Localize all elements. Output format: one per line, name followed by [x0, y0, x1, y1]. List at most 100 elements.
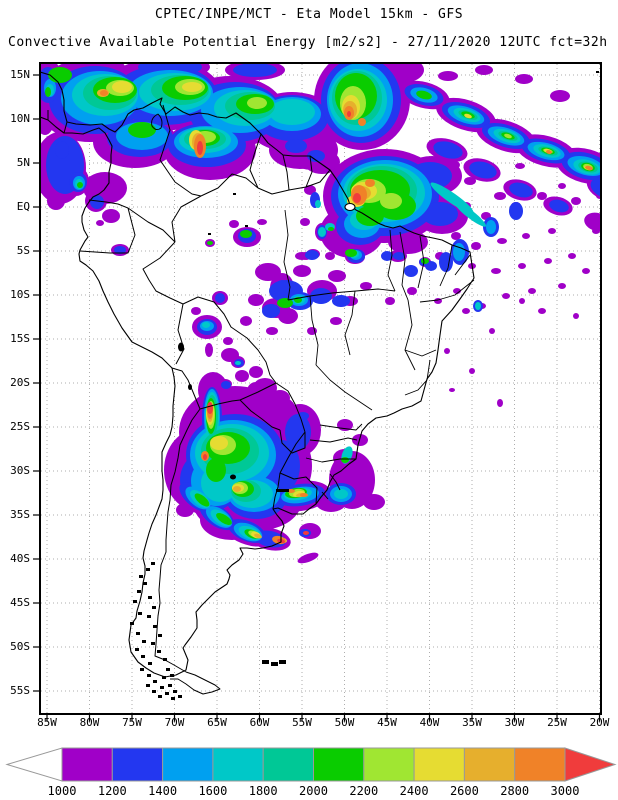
fjord-lake-speckle: [138, 612, 142, 615]
lon-label: 60W: [249, 716, 270, 729]
colorbar-label: 2200: [349, 784, 378, 798]
country-border: [275, 382, 306, 433]
falkland-islands: [279, 660, 286, 664]
colorbar-label: 2600: [450, 784, 479, 798]
fjord-lake-speckle: [153, 680, 157, 683]
country-border: [171, 367, 201, 410]
state-border: [321, 491, 329, 500]
fjord-lake-speckle: [152, 690, 156, 693]
lake-titicaca: [178, 342, 184, 352]
state-border: [309, 437, 358, 443]
fjord-lake-speckle: [153, 625, 157, 628]
fjord-lake-speckle: [165, 692, 169, 695]
country-border: [79, 207, 136, 254]
fjord-lake-speckle: [162, 676, 166, 679]
state-border: [329, 473, 341, 491]
country-border: [279, 431, 306, 474]
country-border: [159, 104, 202, 197]
fjord-lake-speckle: [137, 590, 141, 593]
state-border: [387, 229, 396, 292]
fjord-lake-speckle: [142, 640, 146, 643]
state-border: [404, 379, 428, 396]
lon-label: 45W: [377, 716, 397, 729]
small-island: [245, 225, 248, 227]
fjord-lake-speckle: [135, 648, 139, 651]
map-canvas: [33, 62, 602, 721]
state-border: [305, 457, 356, 463]
fjord-lake-speckle: [143, 582, 147, 585]
country-border: [249, 133, 262, 189]
fjord-lake-speckle: [146, 684, 150, 687]
colorbar-below-arrow: [5, 747, 63, 782]
coastline: [41, 71, 475, 678]
fjord-lake-speckle: [158, 634, 162, 637]
state-border: [417, 235, 425, 289]
fjord-lake-speckle: [158, 695, 162, 698]
coastline-and-borders: [41, 71, 475, 695]
lon-label: 30W: [504, 716, 525, 729]
coastal-lagoon: [276, 489, 289, 492]
colorbar: 1000 1200 1400 1600 1800 2000 2200 2400 2600 2800…: [5, 747, 617, 798]
lat-label: 10S: [10, 288, 30, 301]
colorbar-cell: [313, 747, 365, 782]
colorbar-above-arrow: [564, 747, 617, 782]
falkland-islands: [271, 662, 278, 666]
lat-label: 10N: [10, 112, 30, 125]
country-border: [305, 155, 313, 188]
country-border: [239, 382, 277, 401]
colorbar-label: 2000: [299, 784, 328, 798]
country-border: [63, 121, 68, 134]
fjord-lake-speckle: [178, 695, 182, 698]
fjord-lake-speckle: [163, 658, 167, 661]
country-border: [175, 303, 185, 365]
fjord-lake-speckle: [141, 655, 145, 658]
lat-label: 55S: [10, 684, 30, 697]
colorbar-cell: [463, 747, 516, 782]
fjord-lake-speckle: [146, 568, 150, 571]
lat-label: 40S: [10, 552, 30, 565]
state-border: [426, 359, 431, 381]
state-border: [287, 288, 396, 301]
country-border: [142, 241, 184, 305]
country-border: [88, 199, 129, 209]
state-border: [283, 209, 291, 301]
state-border: [419, 279, 475, 303]
lat-label: 15S: [10, 332, 30, 345]
state-border: [151, 113, 163, 131]
fjord-lake-speckle: [168, 684, 172, 687]
state-border: [454, 254, 471, 276]
country-border: [182, 296, 277, 384]
lon-label: 25W: [547, 716, 567, 729]
fjord-lake-speckle: [147, 674, 151, 677]
country-border: [127, 207, 176, 243]
state-border: [315, 364, 373, 411]
lat-label: 35S: [10, 508, 30, 521]
lat-label: 45S: [10, 596, 30, 609]
fjord-lake-speckle: [151, 642, 155, 645]
fjord-lake-speckle: [139, 575, 143, 578]
fjord-lake-speckle: [148, 596, 152, 599]
country-border: [257, 169, 331, 195]
fjord-lake-speckle: [160, 686, 164, 689]
lat-label: 5S: [16, 244, 30, 257]
state-border: [319, 423, 363, 431]
state-border: [399, 231, 409, 301]
lake-poopo: [188, 384, 192, 390]
colorbar-label: 1000: [48, 784, 77, 798]
state-border: [439, 244, 453, 287]
country-border: [170, 671, 221, 695]
small-island: [233, 193, 236, 195]
colorbar-cell: [514, 747, 566, 782]
country-border: [279, 472, 318, 505]
page-title: CPTEC/INPE/MCT - Eta Model 15km - GFS: [154, 7, 464, 22]
country-border: [171, 195, 202, 243]
colorbar-cell: [111, 747, 164, 782]
colorbar-label: 1400: [148, 784, 177, 798]
country-border: [279, 429, 306, 454]
fjord-lake-speckle: [173, 690, 177, 693]
colorbar-cell: [363, 747, 415, 782]
lat-label: 50S: [10, 640, 30, 653]
fjord-lake-speckle: [151, 562, 155, 565]
colorbar-cell: [413, 747, 465, 782]
small-island: [208, 233, 211, 235]
